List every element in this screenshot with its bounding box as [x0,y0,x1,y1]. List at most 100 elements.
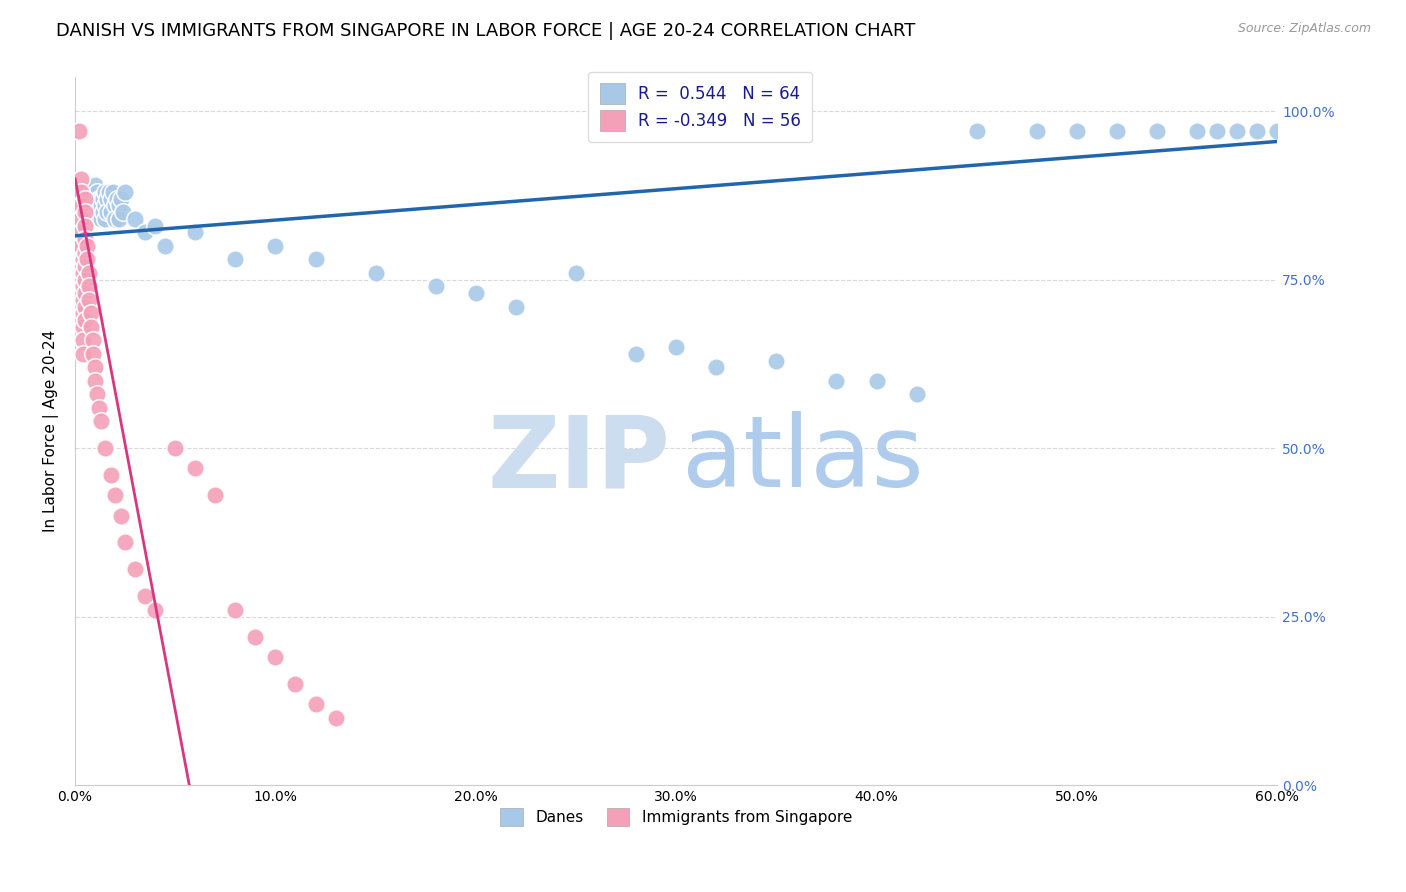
Point [84,374,107,388]
Point [82,347,104,361]
Point [72,279,94,293]
Point [101,185,124,199]
Point [91,192,114,206]
Point [75,245,97,260]
Point [624,347,647,361]
Point [75,219,97,233]
Point [84,360,107,375]
Point [155,239,177,253]
Point [110,192,132,206]
Point [104,211,127,226]
Point [77,279,100,293]
Point [89,211,111,226]
Point [1185,124,1208,138]
Point [110,508,132,523]
Point [77,266,100,280]
Point [75,259,97,273]
Text: atlas: atlas [682,411,924,508]
Point [224,252,246,267]
Point [565,266,588,280]
Point [134,590,156,604]
Point [245,630,267,644]
Point [143,603,166,617]
Point [825,374,848,388]
Point [89,205,111,219]
Point [98,185,121,199]
Point [104,488,127,502]
Point [204,488,226,502]
Point [70,226,93,240]
Point [70,171,93,186]
Point [70,239,93,253]
Point [94,198,117,212]
Point [75,192,97,206]
Point [1025,124,1047,138]
Point [108,198,131,212]
Point [75,192,97,206]
Point [72,293,94,307]
Point [304,252,326,267]
Point [1265,124,1288,138]
Point [75,232,97,246]
Point [70,198,93,212]
Point [464,286,486,301]
Point [86,387,108,401]
Point [100,192,122,206]
Point [1105,124,1128,138]
Point [80,205,103,219]
Point [114,535,136,549]
Point [108,211,131,226]
Point [865,374,887,388]
Point [76,252,98,267]
Point [325,711,347,725]
Point [284,677,307,691]
Point [72,252,94,267]
Point [94,441,117,455]
Point [90,414,112,428]
Point [264,239,287,253]
Point [75,205,97,219]
Point [72,266,94,280]
Point [184,226,207,240]
Point [89,192,111,206]
Point [75,272,97,286]
Point [704,360,727,375]
Point [100,205,122,219]
Point [112,205,135,219]
Point [72,306,94,320]
Point [72,347,94,361]
Point [124,211,146,226]
Point [364,266,387,280]
Text: ZIP: ZIP [488,411,671,508]
Point [75,286,97,301]
Y-axis label: In Labor Force | Age 20-24: In Labor Force | Age 20-24 [44,330,59,533]
Point [89,401,111,415]
Point [86,198,108,212]
Point [134,226,156,240]
Text: DANISH VS IMMIGRANTS FROM SINGAPORE IN LABOR FORCE | AGE 20-24 CORRELATION CHART: DANISH VS IMMIGRANTS FROM SINGAPORE IN L… [56,22,915,40]
Point [104,198,127,212]
Point [184,461,207,475]
Point [94,185,117,199]
Legend: Danes, Immigrants from Singapore: Danes, Immigrants from Singapore [492,800,859,834]
Point [76,239,98,253]
Point [100,468,122,483]
Text: Source: ZipAtlas.com: Source: ZipAtlas.com [1237,22,1371,36]
Point [966,124,988,138]
Point [72,333,94,347]
Point [84,211,107,226]
Point [665,340,688,354]
Point [94,211,117,226]
Point [165,441,187,455]
Point [84,198,107,212]
Point [75,300,97,314]
Point [82,192,104,206]
Point [84,178,107,193]
Point [70,211,93,226]
Point [91,205,114,219]
Point [67,124,90,138]
Point [264,650,287,665]
Point [96,192,118,206]
Point [90,211,112,226]
Point [82,333,104,347]
